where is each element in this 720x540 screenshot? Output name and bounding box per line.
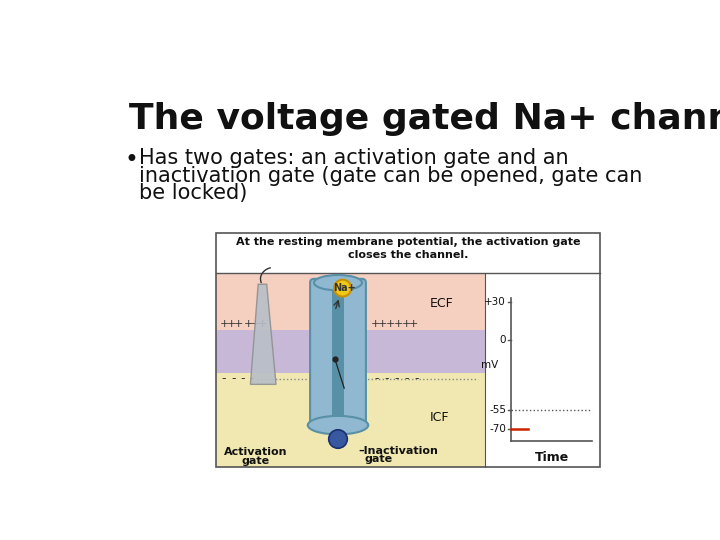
Text: +: + bbox=[257, 319, 266, 329]
Bar bbox=[216, 330, 485, 373]
Text: -: - bbox=[384, 373, 389, 386]
Text: –Inactivation: –Inactivation bbox=[358, 446, 438, 456]
Bar bbox=[216, 233, 600, 467]
Text: Activation: Activation bbox=[224, 448, 287, 457]
Bar bbox=[485, 273, 600, 467]
Text: -55: -55 bbox=[489, 405, 506, 415]
Bar bbox=[216, 273, 485, 330]
Bar bbox=[216, 233, 600, 467]
Text: +: + bbox=[409, 319, 418, 329]
Text: At the resting membrane potential, the activation gate: At the resting membrane potential, the a… bbox=[236, 237, 580, 247]
Text: Has two gates: an activation gate and an: Has two gates: an activation gate and an bbox=[139, 148, 569, 168]
Bar bbox=[216, 233, 600, 273]
Text: -: - bbox=[222, 373, 226, 386]
Text: •: • bbox=[125, 148, 139, 172]
Text: -70: -70 bbox=[490, 424, 506, 434]
Text: ECF: ECF bbox=[429, 297, 453, 310]
Text: +: + bbox=[220, 319, 229, 329]
Circle shape bbox=[334, 280, 351, 296]
Bar bbox=[332, 281, 344, 427]
Text: +: + bbox=[402, 319, 411, 329]
Polygon shape bbox=[251, 284, 276, 384]
Text: -: - bbox=[250, 373, 254, 386]
Bar bbox=[216, 373, 485, 467]
Text: gate: gate bbox=[242, 456, 270, 466]
Text: +: + bbox=[251, 319, 260, 329]
Ellipse shape bbox=[307, 416, 368, 434]
Text: -: - bbox=[231, 373, 235, 386]
Text: +30: +30 bbox=[485, 297, 506, 307]
Text: -: - bbox=[240, 373, 245, 386]
Text: +: + bbox=[394, 319, 403, 329]
Text: +: + bbox=[378, 319, 387, 329]
Text: inactivation gate (gate can be opened, gate can: inactivation gate (gate can be opened, g… bbox=[139, 166, 642, 186]
Text: Time: Time bbox=[534, 451, 569, 464]
Text: -: - bbox=[374, 373, 379, 386]
Text: be locked): be locked) bbox=[139, 184, 247, 204]
Text: 0: 0 bbox=[500, 335, 506, 345]
Text: The voltage gated Na+ channels: The voltage gated Na+ channels bbox=[129, 102, 720, 136]
Text: closes the channel.: closes the channel. bbox=[348, 251, 468, 260]
Circle shape bbox=[329, 430, 347, 448]
Text: -: - bbox=[415, 373, 419, 386]
Ellipse shape bbox=[314, 275, 362, 291]
Text: +: + bbox=[243, 319, 253, 329]
Text: Na+: Na+ bbox=[333, 283, 356, 293]
Text: gate: gate bbox=[364, 455, 392, 464]
Text: ICF: ICF bbox=[429, 411, 449, 424]
Text: -: - bbox=[405, 373, 409, 386]
FancyBboxPatch shape bbox=[310, 279, 366, 429]
Text: +: + bbox=[371, 319, 380, 329]
Text: +: + bbox=[233, 319, 243, 329]
Text: mV: mV bbox=[481, 361, 498, 370]
Text: +: + bbox=[386, 319, 395, 329]
Text: -: - bbox=[395, 373, 399, 386]
Text: +: + bbox=[226, 319, 235, 329]
